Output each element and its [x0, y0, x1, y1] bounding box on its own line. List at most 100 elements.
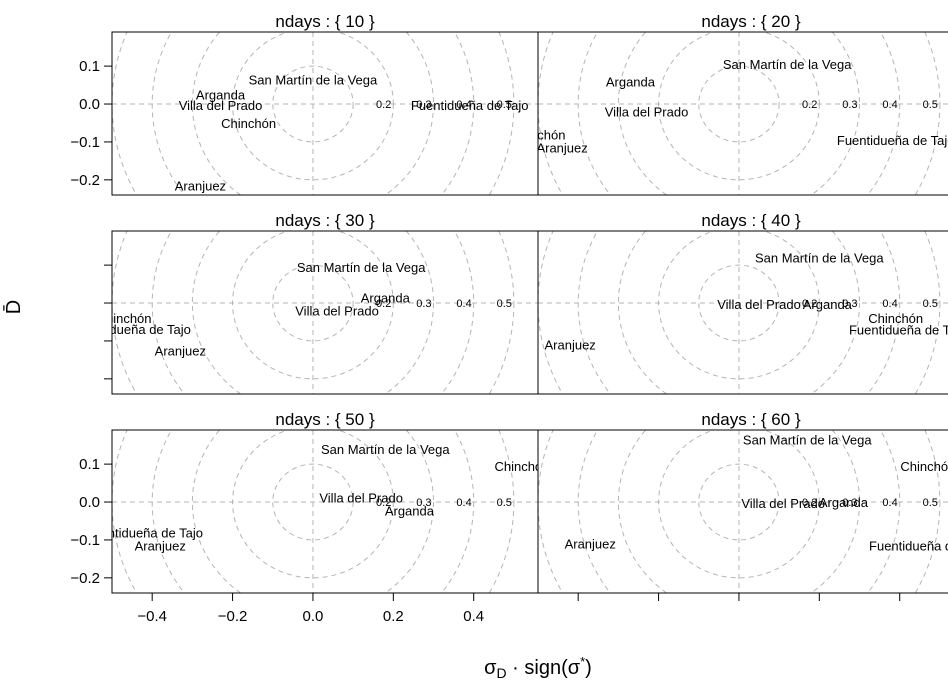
panel-frame [537, 429, 948, 594]
panel-6: ndays : { 60 } 0.2 0.3 0.4 0.5 San Martín de … [537, 410, 948, 601]
x-tick-label: −0.4 [137, 608, 167, 625]
panel-strip-title: ndays : { 10 } [275, 12, 375, 31]
panel-frame [111, 31, 539, 196]
circle-radius-label: 0.5 [497, 99, 512, 111]
point-label: Fuentidueña de Tajo [85, 525, 203, 540]
reference-circle [112, 231, 515, 394]
point-label: Arganda [361, 290, 411, 305]
y-tick-label: −0.2 [70, 172, 100, 189]
panel-strip-title: ndays : { 50 } [275, 410, 375, 429]
reference-circle [191, 32, 434, 195]
reference-circle [191, 430, 434, 593]
point-label: Villa del Prado [319, 490, 403, 505]
point-label: Chinchón [511, 127, 566, 142]
panel-frame [537, 230, 948, 395]
point-label: Aranjuez [135, 539, 186, 554]
x-tick-label: 0.0 [303, 608, 324, 625]
point-label: Chinchón [900, 459, 948, 474]
circle-radius-label: 0.4 [882, 497, 897, 509]
circle-radius-label: 0.2 [376, 298, 391, 310]
panel-plot-area: 0.2 0.3 0.4 0.5 San Martín de la Vega Chinchó… [538, 430, 948, 593]
y-tick-label: 0.0 [79, 96, 100, 113]
point-label: Fuentidueña de Tajo [411, 98, 529, 113]
circle-radius-label: 0.5 [497, 497, 512, 509]
panel-strip-title: ndays : { 20 } [701, 12, 801, 31]
y-tick-label: −0.1 [70, 532, 100, 549]
point-label: Chinchón [868, 311, 923, 326]
point-label: Aranjuez [175, 179, 226, 194]
point-label: Aranjuez [565, 537, 616, 552]
reference-circle [272, 65, 354, 143]
circle-radius-label: 0.5 [923, 99, 938, 111]
x-tick-label: 0.2 [383, 608, 404, 625]
circle-radius-label: 0.4 [456, 99, 471, 111]
point-label: Arganda [196, 88, 246, 103]
point-label: Arganda [803, 297, 853, 312]
point-label: San Martín de la Vega [297, 260, 426, 275]
point-label: San Martín de la Vega [755, 251, 884, 266]
point-label: Chinchón [221, 116, 276, 131]
point-label: Fuentidueña de Tajo [837, 133, 948, 148]
reference-circle [538, 430, 941, 593]
circle-radius-label: 0.3 [842, 99, 857, 111]
circle-radius-label: 0.4 [882, 99, 897, 111]
circle-radius-label: 0.2 [802, 298, 817, 310]
circle-radius-label: 0.3 [416, 298, 431, 310]
panel-strip-title: ndays : { 60 } [701, 410, 801, 429]
reference-circle [112, 430, 515, 593]
circle-radius-label: 0.5 [923, 298, 938, 310]
point-label: Fuentidueña de Tajo [849, 323, 948, 338]
point-label: Fuentidueña de Tajo [73, 322, 191, 337]
circle-radius-label: 0.2 [376, 497, 391, 509]
x-tick-label: 0.4 [463, 608, 484, 625]
reference-circle [191, 231, 434, 394]
reference-circle [112, 32, 515, 195]
panel-strip-title: ndays : { 40 } [701, 211, 801, 230]
point-label: Chinchón [97, 311, 152, 326]
point-label: Villa del Prado [295, 304, 379, 319]
point-label: Aranjuez [536, 141, 587, 156]
reference-circle [617, 32, 860, 195]
y-tick-label: 0.1 [79, 456, 100, 473]
circle-radius-label: 0.4 [456, 497, 471, 509]
point-label: Villa del Prado [741, 496, 825, 511]
reference-circle [617, 231, 860, 394]
y-tick-label: 0.1 [79, 58, 100, 75]
panel-plot-area: 0.2 0.3 0.4 0.5 San Martín de la Vega Villa d… [538, 231, 948, 394]
x-tick-label: −0.2 [218, 608, 248, 625]
reference-circle [698, 463, 780, 541]
point-label: Villa del Prado [717, 297, 801, 312]
panel-3: ndays : { 30 } 0.2 0.3 0.4 0.5 San Martín de … [73, 211, 539, 395]
point-label: Aranjuez [544, 338, 595, 353]
panel-frame [537, 31, 948, 196]
circle-radius-label: 0.4 [456, 298, 471, 310]
y-tick-label: 0.0 [79, 494, 100, 511]
panel-4: ndays : { 40 } 0.2 0.3 0.4 0.5 San Martín de … [537, 211, 948, 395]
y-tick-label: −0.1 [70, 134, 100, 151]
point-label: San Martín de la Vega [723, 57, 852, 72]
point-label: Aranjuez [155, 343, 206, 358]
panel-strip-title: ndays : { 30 } [275, 211, 375, 230]
reference-circle [272, 264, 354, 342]
reference-circle [538, 32, 941, 195]
point-label: Arganda [819, 495, 869, 510]
reference-circle [698, 264, 780, 342]
panel-2: ndays : { 20 } 0.2 0.3 0.4 0.5 San Martín de … [511, 12, 948, 196]
point-label: San Martín de la Vega [321, 442, 450, 457]
panel-1: ndays : { 10 } 0.2 0.3 0.4 0.5 San Martín de … [70, 12, 539, 196]
circle-radius-label: 0.3 [416, 497, 431, 509]
point-label: Fuentidueña de Tajo [869, 539, 948, 554]
circle-radius-label: 0.2 [802, 497, 817, 509]
reference-circle [617, 430, 860, 593]
reference-circle [538, 231, 941, 394]
point-label: Chinchón [494, 459, 549, 474]
circle-radius-label: 0.5 [923, 497, 938, 509]
point-label: Arganda [606, 74, 656, 89]
circle-radius-label: 0.2 [376, 99, 391, 111]
panel-5: ndays : { 50 } 0.2 0.3 0.4 0.5 San Martín de … [70, 410, 549, 625]
reference-circle [698, 65, 780, 143]
point-label: Villa del Prado [605, 105, 689, 120]
